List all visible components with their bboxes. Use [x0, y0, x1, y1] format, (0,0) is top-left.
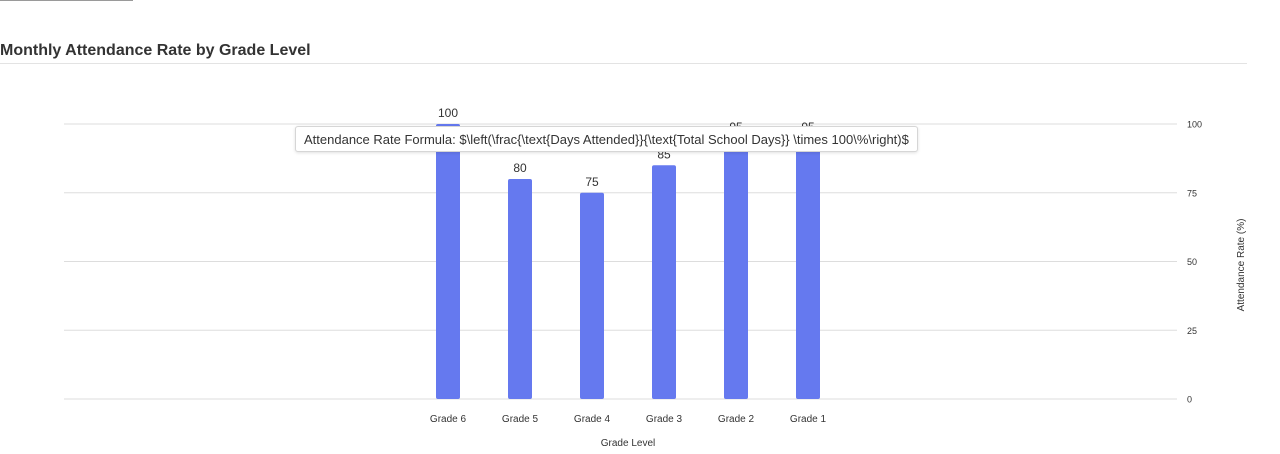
chart-section-title: Monthly Attendance Rate by Grade Level	[0, 42, 311, 59]
x-tick-label: Grade 1	[790, 414, 827, 425]
bar-value-label: 75	[585, 175, 599, 189]
bar-value-label: 80	[513, 161, 527, 175]
bar[interactable]	[796, 137, 820, 399]
y-axis-title: Attendance Rate (%)	[1236, 219, 1247, 312]
x-tick-label: Grade 3	[646, 414, 683, 425]
bar[interactable]	[580, 192, 604, 399]
y-tick-label: 75	[1187, 188, 1197, 198]
bar[interactable]	[508, 179, 532, 399]
top-divider	[0, 0, 133, 1]
y-axis-ticks: 0 25 50 75 100	[1187, 120, 1202, 405]
bar[interactable]	[652, 165, 676, 399]
grid-lines	[64, 123, 1177, 400]
y-tick-label: 0	[1187, 395, 1192, 405]
x-tick-label: Grade 6	[430, 414, 467, 425]
title-divider	[0, 63, 1247, 64]
y-tick-label: 100	[1187, 120, 1202, 130]
y-tick-label: 25	[1187, 326, 1197, 336]
x-tick-label: Grade 2	[718, 414, 755, 425]
bar[interactable]	[436, 124, 460, 399]
x-axis-title: Grade Level	[601, 438, 655, 449]
y-tick-label: 50	[1187, 257, 1197, 267]
x-tick-label: Grade 4	[574, 414, 611, 425]
bar[interactable]	[724, 137, 748, 399]
bar-value-label: 100	[438, 106, 458, 120]
x-tick-label: Grade 5	[502, 414, 539, 425]
formula-tooltip: Attendance Rate Formula: $\left(\frac{\t…	[295, 126, 918, 152]
x-axis-ticks: Grade 6 Grade 5 Grade 4 Grade 3 Grade 2 Grade…	[430, 414, 827, 425]
bars	[436, 124, 820, 399]
